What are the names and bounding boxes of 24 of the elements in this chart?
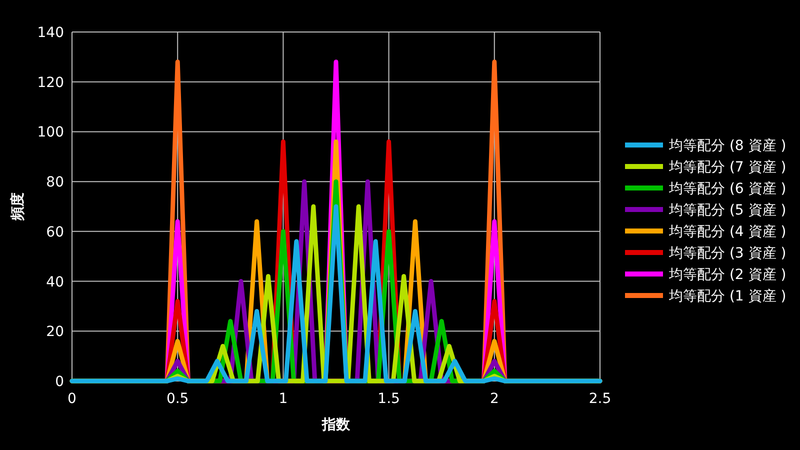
y-tick-label: 80: [46, 174, 64, 191]
legend-label: 均等配分 (4 資産 ): [668, 224, 786, 240]
y-tick-label: 140: [37, 25, 64, 41]
y-tick-label: 0: [55, 374, 64, 390]
legend-label: 均等配分 (7 資産 ): [668, 160, 786, 176]
legend-label: 均等配分 (3 資産 ): [668, 246, 786, 262]
x-tick-label: 2.5: [588, 391, 612, 407]
y-tick-label: 60: [46, 224, 64, 240]
legend-label: 均等配分 (2 資産 ): [668, 267, 786, 283]
x-tick-label: 1.5: [378, 391, 400, 407]
legend-label: 均等配分 (5 資産 ): [668, 202, 786, 218]
x-tick-label: 2: [490, 391, 499, 407]
y-axis-title: 頻度: [9, 192, 26, 222]
y-tick-label: 100: [37, 124, 64, 141]
x-tick-label: 0.5: [166, 391, 189, 407]
y-tick-label: 120: [37, 74, 64, 91]
legend-label: 均等配分 (1 資産 ): [668, 288, 786, 304]
x-axis-title: 指数: [321, 417, 351, 433]
x-tick-label: 0: [68, 391, 76, 407]
legend-label: 均等配分 (6 資産 ): [668, 181, 786, 197]
x-tick-label: 1: [278, 391, 288, 407]
y-tick-label: 40: [46, 274, 64, 290]
legend-label: 均等配分 (8 資産 ): [668, 138, 786, 154]
y-tick-label: 20: [46, 324, 64, 340]
